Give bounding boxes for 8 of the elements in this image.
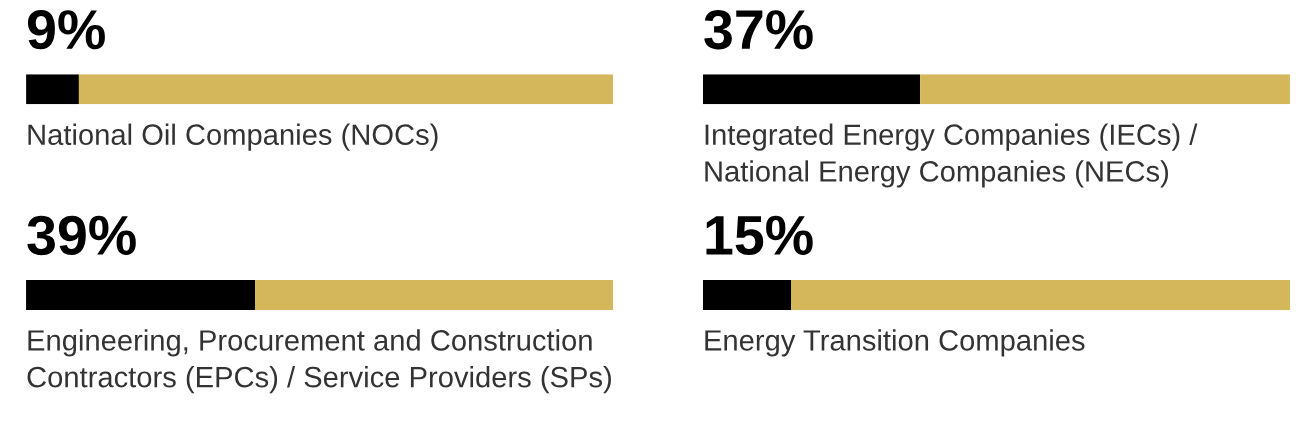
y-tick-label: Engineering, Procurement and Construction Contractors (EPCs) / Service Providers (SPs) xyxy=(27,329,611,394)
data-label: 9% xyxy=(27,10,105,50)
data-label: 15% xyxy=(706,215,813,256)
data-label: 37% xyxy=(704,10,813,50)
y-tick-label: National Oil Companies (NOCs) xyxy=(28,123,438,151)
y-tick-label: Integrated Energy Companies (IECs) / National Energy Companies (NECs) xyxy=(705,123,1198,188)
data-label: 39% xyxy=(27,215,136,256)
y-tick-label: Energy Transition Companies xyxy=(705,329,1085,357)
